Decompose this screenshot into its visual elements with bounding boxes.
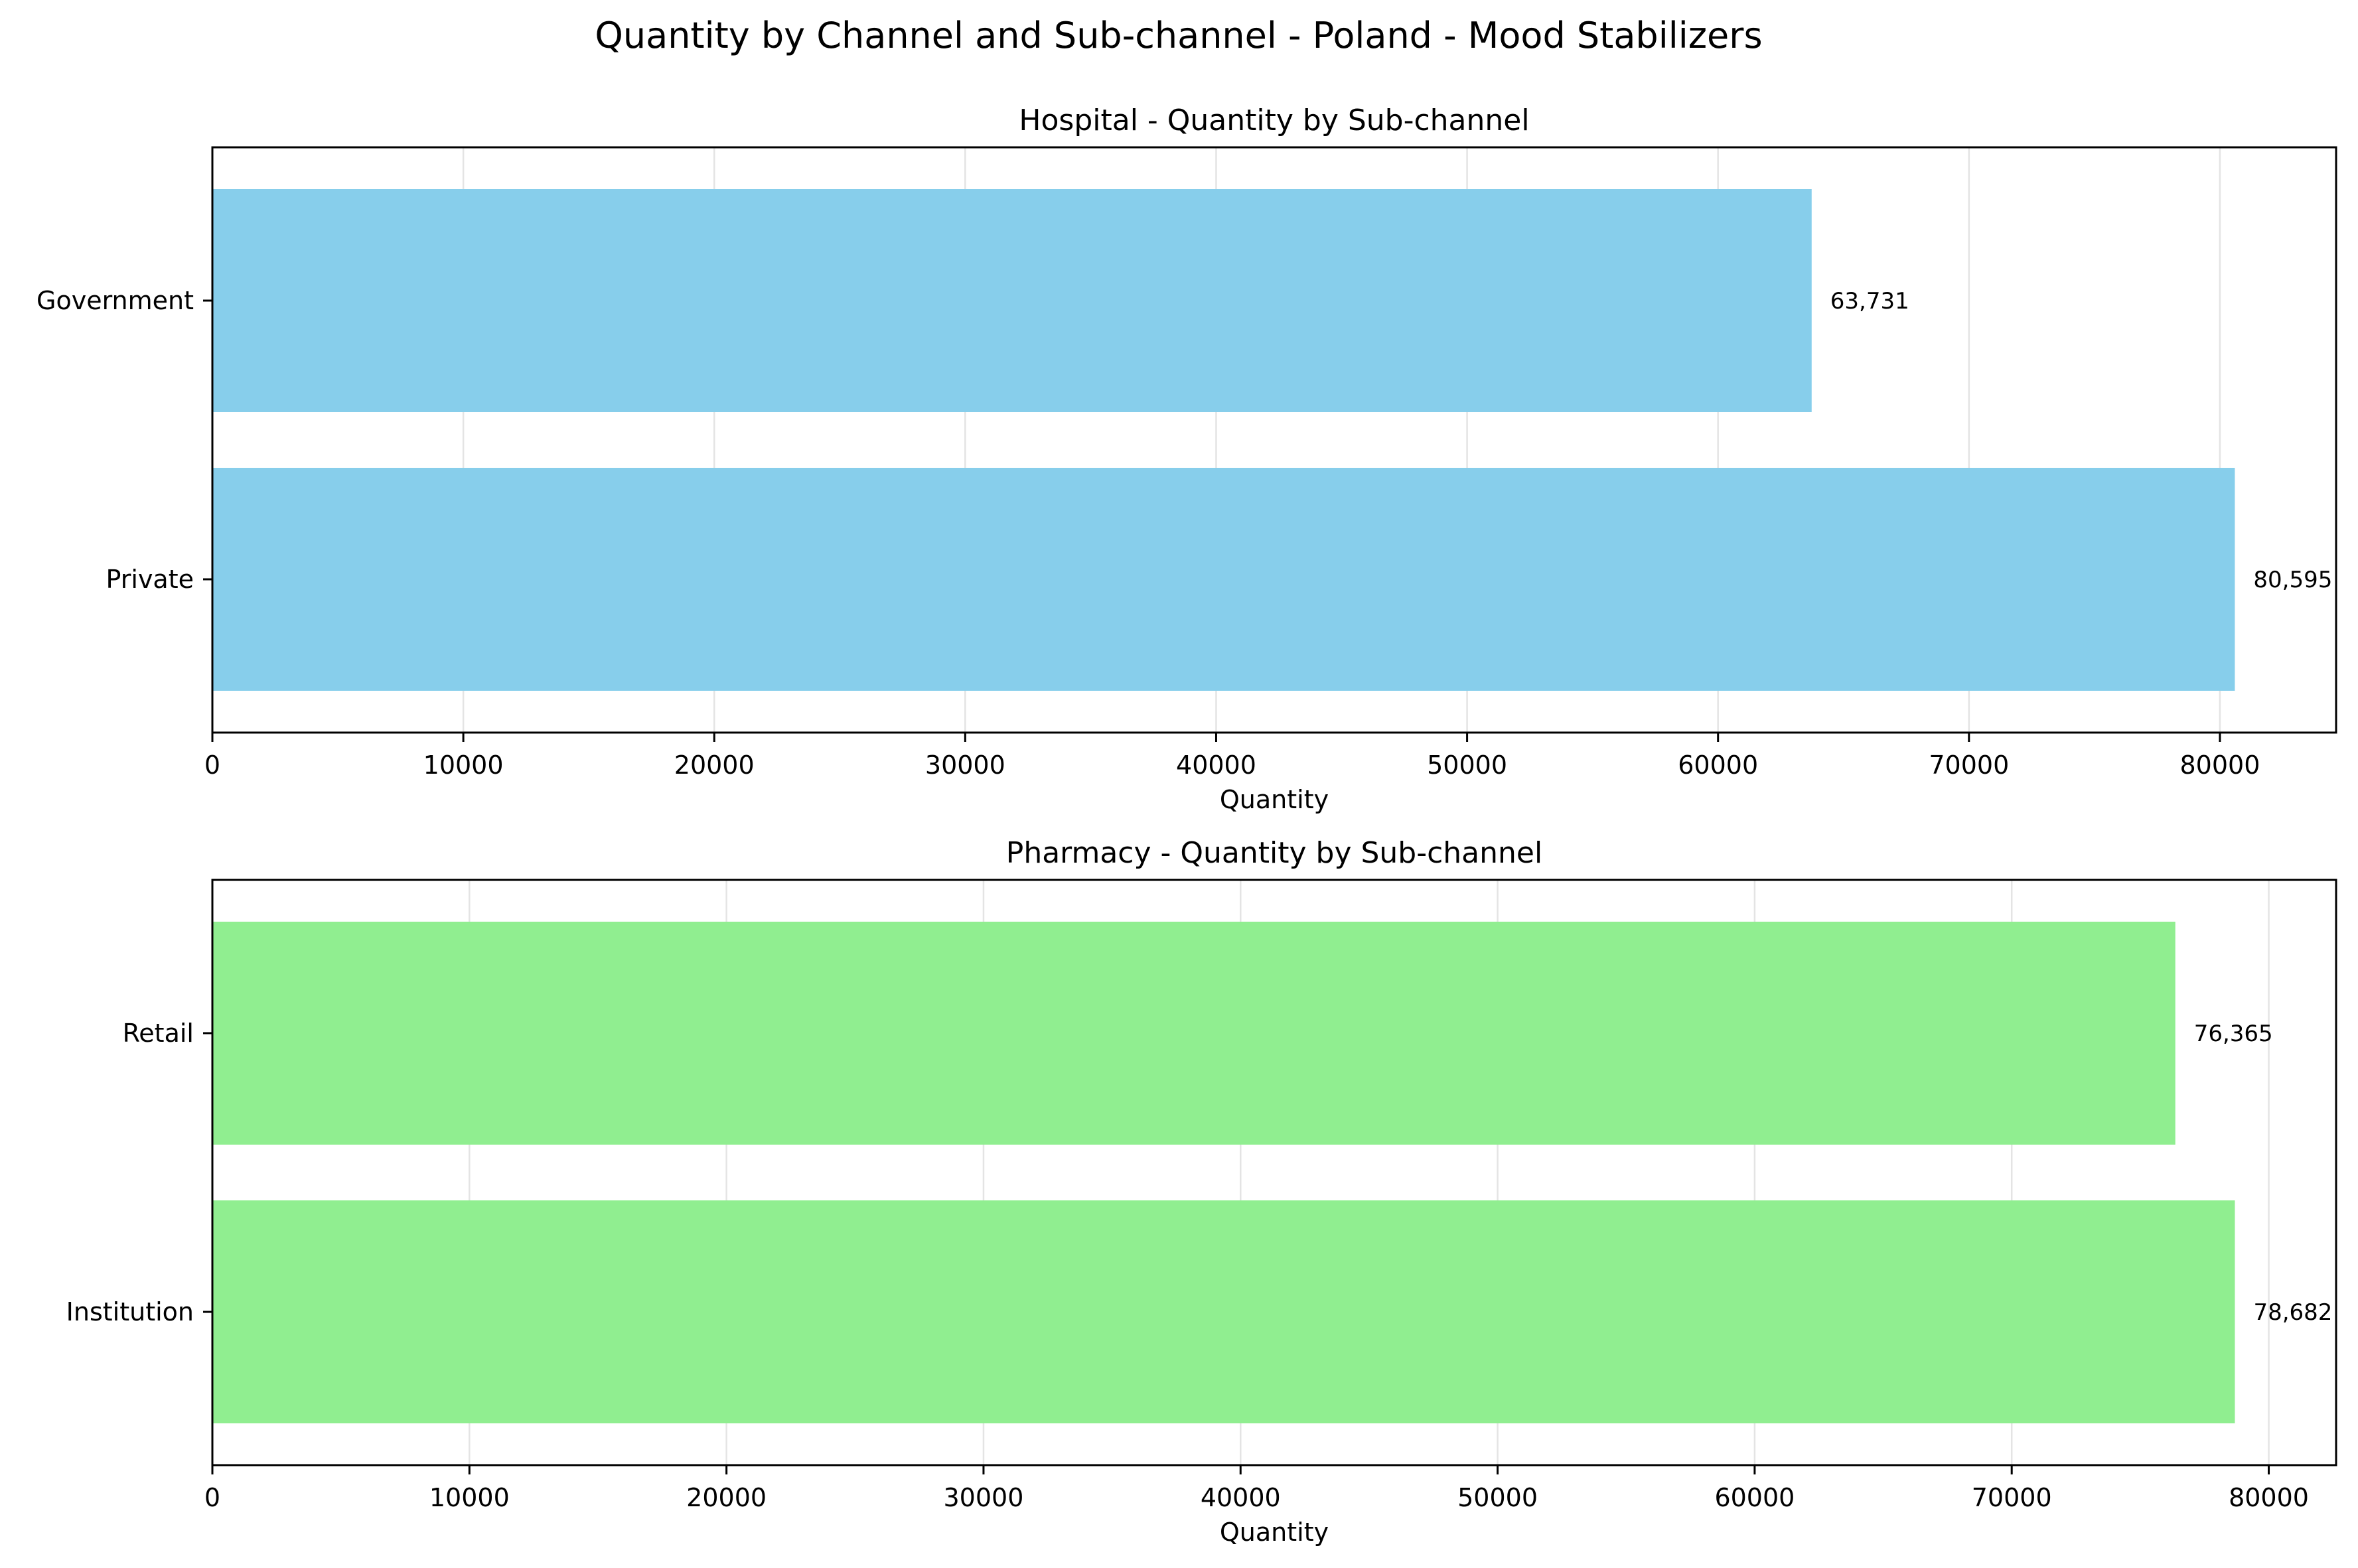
y-tick-label: Institution bbox=[66, 1297, 194, 1326]
data-label: 78,682 bbox=[2253, 1299, 2332, 1326]
x-tick-label: 40000 bbox=[1201, 1483, 1281, 1512]
x-tick-label: 70000 bbox=[1972, 1483, 2052, 1512]
x-tick-label: 80000 bbox=[2229, 1483, 2309, 1512]
subplot-title: Pharmacy - Quantity by Sub-channel bbox=[1006, 836, 1542, 870]
x-tick-label: 80000 bbox=[2179, 750, 2260, 780]
x-axis-label: Quantity bbox=[1220, 785, 1329, 814]
axes-frame bbox=[211, 879, 2337, 1466]
bar-private bbox=[212, 468, 2235, 691]
y-tick-label: Government bbox=[37, 286, 194, 315]
x-tick-label: 70000 bbox=[1929, 750, 2009, 780]
bar-retail bbox=[212, 922, 2175, 1145]
bar-institution bbox=[212, 1200, 2235, 1423]
data-label: 76,365 bbox=[2194, 1021, 2273, 1047]
y-tick-label: Private bbox=[106, 565, 194, 594]
x-tick-label: 50000 bbox=[1427, 750, 1507, 780]
subplot-title: Hospital - Quantity by Sub-channel bbox=[1019, 104, 1529, 137]
data-label: 80,595 bbox=[2253, 567, 2332, 593]
x-tick-label: 40000 bbox=[1176, 750, 1256, 780]
x-tick-label: 30000 bbox=[944, 1483, 1024, 1512]
x-tick-label: 30000 bbox=[925, 750, 1005, 780]
axes-frame bbox=[211, 146, 2337, 734]
subplot-2: 76,365 Retail 78,682 Institution 0 10000 20000… bbox=[66, 836, 2337, 1547]
y-tick-label: Retail bbox=[123, 1019, 194, 1048]
x-tick-label: 0 bbox=[204, 1483, 220, 1512]
x-axis-label: Quantity bbox=[1220, 1518, 1329, 1547]
bar-government bbox=[212, 189, 1812, 412]
x-tick-label: 20000 bbox=[686, 1483, 767, 1512]
x-tick-label: 60000 bbox=[1714, 1483, 1795, 1512]
subplot-1: 63,731 Government 80,595 Private 0 10000 20000… bbox=[37, 104, 2337, 814]
data-label: 63,731 bbox=[1830, 288, 1909, 315]
x-tick-label: 20000 bbox=[674, 750, 755, 780]
x-tick-label: 60000 bbox=[1678, 750, 1758, 780]
x-tick-label: 10000 bbox=[429, 1483, 510, 1512]
x-tick-label: 50000 bbox=[1457, 1483, 1538, 1512]
x-tick-label: 0 bbox=[204, 750, 220, 780]
x-tick-label: 10000 bbox=[423, 750, 504, 780]
figure-suptitle: Quantity by Channel and Sub-channel - Po… bbox=[595, 15, 1762, 56]
